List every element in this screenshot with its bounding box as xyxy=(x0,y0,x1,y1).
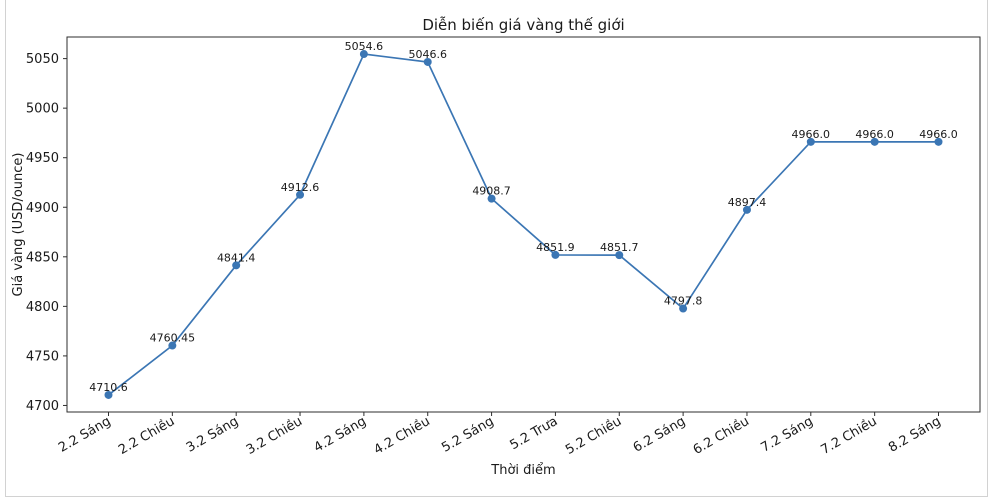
y-tick-label: 5000 xyxy=(26,102,59,117)
x-tick-label: 7.2 Sáng xyxy=(758,414,815,456)
point-value-label: 4797.8 xyxy=(664,295,703,308)
point-value-label: 4851.7 xyxy=(600,241,639,254)
point-value-label: 4966.0 xyxy=(919,128,958,141)
y-tick-label: 4800 xyxy=(26,300,59,315)
data-point xyxy=(806,137,815,146)
point-value-label: 4851.9 xyxy=(536,241,575,254)
plot-area xyxy=(66,36,981,413)
point-value-label: 4841.4 xyxy=(217,251,256,264)
y-tick-label: 5050 xyxy=(26,52,59,67)
x-tick-label: 5.2 Chiều xyxy=(563,414,624,458)
x-tick-label: 4.2 Chiều xyxy=(372,414,433,458)
data-point xyxy=(742,205,751,214)
x-axis-label: Thời điểm xyxy=(490,463,555,478)
y-tick-label: 4950 xyxy=(26,151,59,166)
x-tick-label: 3.2 Sáng xyxy=(184,414,241,456)
point-value-label: 5046.6 xyxy=(408,48,447,61)
x-tick-label: 7.2 Chiều xyxy=(818,414,879,458)
data-point xyxy=(104,390,113,399)
point-value-label: 4710.6 xyxy=(89,381,128,394)
point-value-label: 4966.0 xyxy=(792,128,831,141)
point-value-label: 4912.6 xyxy=(281,181,320,194)
data-point xyxy=(870,137,879,146)
data-point xyxy=(551,250,560,259)
point-value-label: 4760.45 xyxy=(150,332,196,345)
y-axis-ticks: 4700 4750 4800 4850 4900 4950 5000 5050 xyxy=(26,52,67,414)
data-point xyxy=(679,304,688,313)
series-line xyxy=(107,53,939,396)
data-point xyxy=(423,57,432,66)
x-tick-label: 8.2 Sáng xyxy=(886,414,943,456)
data-point xyxy=(615,251,624,260)
point-value-label: 4966.0 xyxy=(855,128,894,141)
data-point xyxy=(296,190,305,199)
x-tick-label: 2.2 Chiều xyxy=(116,414,177,458)
x-tick-label: 2.2 Sáng xyxy=(56,414,113,456)
point-value-label: 4897.4 xyxy=(728,196,767,209)
x-tick-label: 6.2 Sáng xyxy=(631,414,688,456)
data-point xyxy=(487,194,496,203)
chart-title: Diễn biến giá vàng thế giới xyxy=(422,16,624,34)
line-series xyxy=(104,50,943,399)
point-value-labels: 4710.6 4760.45 4841.4 4912.6 5054.6 5046.6 490… xyxy=(89,40,958,394)
y-tick-label: 4850 xyxy=(26,250,59,265)
x-tick-label: 3.2 Chiều xyxy=(244,414,305,458)
data-point xyxy=(934,137,943,146)
x-tick-label: 5.2 Sáng xyxy=(439,414,496,456)
data-point xyxy=(359,50,368,59)
y-tick-label: 4700 xyxy=(26,399,59,414)
y-tick-label: 4900 xyxy=(26,201,59,216)
x-tick-label: 4.2 Sáng xyxy=(312,414,369,456)
data-point xyxy=(232,261,241,270)
data-point xyxy=(168,341,177,350)
x-axis-ticks: 2.2 Sáng 2.2 Chiều 3.2 Sáng 3.2 Chiều 4.2 Sá… xyxy=(56,412,944,458)
point-value-label: 5054.6 xyxy=(345,40,384,53)
y-tick-label: 4750 xyxy=(26,349,59,364)
x-tick-label: 6.2 Chiều xyxy=(691,414,752,458)
y-axis-label: Giá vàng (USD/ounce) xyxy=(11,153,26,297)
point-value-label: 4908.7 xyxy=(472,185,511,198)
x-tick-label: 5.2 Trưa xyxy=(508,414,561,453)
